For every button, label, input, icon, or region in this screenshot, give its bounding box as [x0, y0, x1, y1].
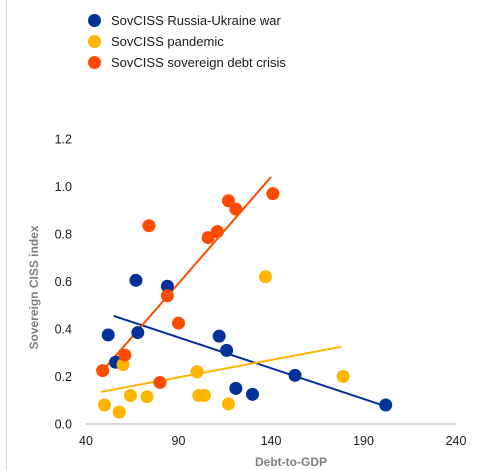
data-point: [201, 231, 215, 245]
axes: 40 90 140 190 240 0.0 0.2 0.4 0.6 0.8 1.0 1.2: [55, 133, 467, 449]
legend-marker-russia-ukraine-war: [88, 13, 101, 27]
legend-label-sovereign-debt-crisis: SovCISS sovereign debt crisis: [111, 54, 286, 70]
data-point: [118, 348, 132, 362]
data-point: [212, 329, 226, 343]
legend-item-sovereign-debt-crisis: SovCISS sovereign debt crisis: [88, 52, 286, 72]
data-point: [129, 273, 143, 287]
data-point: [246, 387, 259, 401]
legend-item-pandemic: SovCISS pandemic: [88, 31, 286, 51]
y-tick-label: 0.8: [55, 228, 72, 242]
data-point: [210, 225, 224, 239]
data-point: [112, 405, 126, 419]
trend-line: [100, 176, 272, 374]
data-point: [142, 219, 156, 233]
data-point: [221, 194, 235, 208]
x-tick-label: 90: [172, 434, 186, 448]
data-points: [96, 187, 393, 419]
y-tick-label: 0.0: [55, 418, 72, 432]
trend-lines: [100, 176, 383, 406]
y-tick-label: 1.0: [55, 180, 72, 194]
x-tick-label: 40: [79, 434, 93, 448]
legend-marker-pandemic: [88, 34, 101, 48]
data-point: [220, 343, 234, 357]
trend-line: [100, 345, 342, 393]
data-point: [96, 364, 110, 378]
x-tick-label: 190: [353, 434, 374, 448]
data-point: [197, 389, 211, 402]
data-point: [101, 328, 115, 342]
data-point: [229, 381, 243, 395]
chart-legend: SovCISS Russia-Ukraine war SovCISS pande…: [88, 10, 286, 73]
y-tick-label: 0.2: [55, 370, 72, 384]
trend-line: [113, 314, 383, 406]
data-point: [160, 279, 174, 293]
left-border-line: [6, 0, 7, 470]
y-tick-label: 0.6: [55, 275, 72, 289]
data-point: [98, 398, 111, 412]
legend-label-pandemic: SovCISS pandemic: [111, 33, 224, 49]
data-point: [266, 187, 280, 201]
data-point: [336, 370, 350, 383]
data-point: [288, 368, 302, 382]
data-point: [153, 375, 167, 389]
data-point: [140, 390, 154, 404]
legend-marker-sovereign-debt-crisis: [88, 55, 101, 69]
x-axis-title: Debt-to-GDP: [255, 455, 327, 469]
y-tick-label: 0.4: [55, 323, 72, 337]
data-point: [229, 202, 243, 216]
data-point: [123, 389, 137, 402]
x-tick-label: 140: [261, 434, 282, 448]
data-point: [379, 398, 393, 412]
data-point: [131, 326, 145, 340]
data-point: [172, 316, 185, 330]
data-point: [221, 397, 235, 411]
data-point: [258, 270, 272, 284]
y-axis-title: Sovereign CISS index: [27, 225, 41, 349]
y-tick-label: 1.2: [55, 133, 72, 147]
x-tick-label: 240: [446, 434, 467, 448]
data-point: [160, 289, 174, 303]
legend-item-russia-ukraine-war: SovCISS Russia-Ukraine war: [88, 10, 286, 30]
data-point: [190, 365, 204, 379]
legend-label-russia-ukraine-war: SovCISS Russia-Ukraine war: [111, 12, 281, 28]
